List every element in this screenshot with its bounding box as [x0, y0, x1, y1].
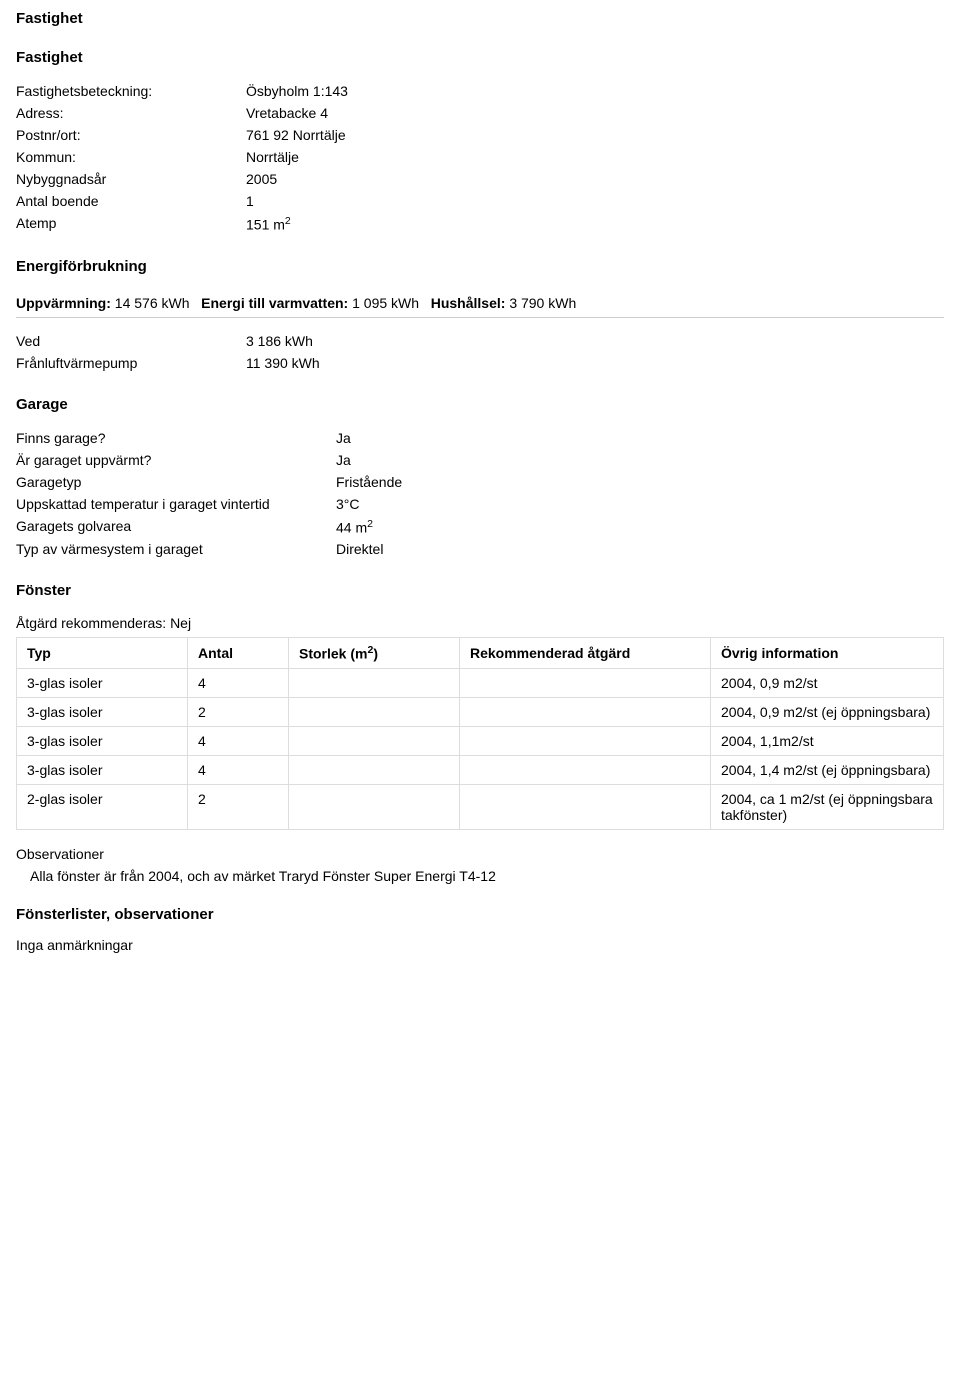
table-row: 3-glas isoler2 2004, 0,9 m2/st (ej öppnin… [17, 697, 944, 726]
heading-fonsterlister: Fönsterlister, observationer [16, 906, 944, 923]
garage-row-label: Uppskattad temperatur i garaget vinterti… [16, 493, 336, 515]
garage-row-label: Typ av värmesystem i garaget [16, 538, 336, 560]
cell-storlek [289, 755, 460, 784]
value-atemp: 151 m2 [246, 212, 348, 236]
label-atemp: Atemp [16, 212, 246, 236]
heading-fastighet-sub: Fastighet [16, 49, 944, 66]
label-kommun: Kommun: [16, 146, 246, 168]
value-kommun: Norrtälje [246, 146, 348, 168]
cell-rek [460, 755, 711, 784]
cell-rek [460, 726, 711, 755]
cell-rek [460, 668, 711, 697]
label-antal-boende: Antal boende [16, 190, 246, 212]
label-nybyggnadsar: Nybyggnadsår [16, 168, 246, 190]
cell-storlek [289, 697, 460, 726]
value-nybyggnadsar: 2005 [246, 168, 348, 190]
col-ovrig: Övrig information [711, 638, 944, 669]
cell-rek [460, 784, 711, 829]
garage-row-value: Fristående [336, 471, 402, 493]
col-storlek: Storlek (m2) [289, 638, 460, 669]
energi-row-label: Ved [16, 330, 246, 352]
label-postort: Postnr/ort: [16, 124, 246, 146]
cell-ovrig: 2004, 0,9 m2/st (ej öppningsbara) [711, 697, 944, 726]
cell-ovrig: 2004, 0,9 m2/st [711, 668, 944, 697]
fonster-atgard: Åtgärd rekommenderas: Nej [16, 615, 944, 631]
table-row: 3-glas isoler4 2004, 0,9 m2/st [17, 668, 944, 697]
value-beteckning: Ösbyholm 1:143 [246, 80, 348, 102]
value-antal-boende: 1 [246, 190, 348, 212]
heading-energi: Energiförbrukning [16, 258, 944, 275]
fastighet-table: Fastighetsbeteckning: Ösbyholm 1:143 Adr… [16, 80, 348, 236]
garage-row-label: Garagetyp [16, 471, 336, 493]
hushallsel-value: 3 790 kWh [509, 295, 576, 311]
garage-row-label: Garagets golvarea [16, 515, 336, 539]
garage-row-value: 3°C [336, 493, 402, 515]
col-typ: Typ [17, 638, 188, 669]
fonster-table: Typ Antal Storlek (m2) Rekommenderad åtg… [16, 637, 944, 830]
garage-row-value: Ja [336, 427, 402, 449]
col-antal: Antal [188, 638, 289, 669]
cell-typ: 2-glas isoler [17, 784, 188, 829]
value-adress: Vretabacke 4 [246, 102, 348, 124]
cell-antal: 4 [188, 726, 289, 755]
garage-table: Finns garage?JaÄr garaget uppvärmt?JaGar… [16, 427, 402, 561]
garage-row-label: Är garaget uppvärmt? [16, 449, 336, 471]
garage-row-value: Ja [336, 449, 402, 471]
cell-antal: 2 [188, 697, 289, 726]
table-row: 2-glas isoler2 2004, ca 1 m2/st (ej öppni… [17, 784, 944, 829]
cell-antal: 2 [188, 784, 289, 829]
fonsterlister-text: Inga anmärkningar [16, 937, 944, 953]
uppvarmning-label: Uppvärmning: [16, 295, 111, 311]
energi-summary: Uppvärmning: 14 576 kWh Energi till varm… [16, 289, 944, 318]
cell-rek [460, 697, 711, 726]
energi-rows: Ved3 186 kWhFrånluftvärmepump11 390 kWh [16, 330, 320, 374]
col-rek: Rekommenderad åtgärd [460, 638, 711, 669]
garage-row-value: 44 m2 [336, 515, 402, 539]
cell-typ: 3-glas isoler [17, 755, 188, 784]
energi-row-label: Frånluftvärmepump [16, 352, 246, 374]
cell-typ: 3-glas isoler [17, 668, 188, 697]
value-postort: 761 92 Norrtälje [246, 124, 348, 146]
garage-row-value: Direktel [336, 538, 402, 560]
energi-row-value: 3 186 kWh [246, 330, 320, 352]
label-beteckning: Fastighetsbeteckning: [16, 80, 246, 102]
garage-row-label: Finns garage? [16, 427, 336, 449]
heading-garage: Garage [16, 396, 944, 413]
cell-storlek [289, 668, 460, 697]
label-adress: Adress: [16, 102, 246, 124]
hushallsel-label: Hushållsel: [431, 295, 506, 311]
table-row: 3-glas isoler4 2004, 1,1m2/st [17, 726, 944, 755]
cell-typ: 3-glas isoler [17, 697, 188, 726]
observation-text: Alla fönster är från 2004, och av märket… [30, 868, 944, 884]
heading-fonster: Fönster [16, 582, 944, 599]
varmvatten-value: 1 095 kWh [352, 295, 419, 311]
table-row: 3-glas isoler4 2004, 1,4 m2/st (ej öppnin… [17, 755, 944, 784]
cell-storlek [289, 726, 460, 755]
uppvarmning-value: 14 576 kWh [115, 295, 190, 311]
cell-ovrig: 2004, 1,4 m2/st (ej öppningsbara) [711, 755, 944, 784]
heading-fastighet-main: Fastighet [16, 10, 944, 27]
cell-ovrig: 2004, 1,1m2/st [711, 726, 944, 755]
cell-storlek [289, 784, 460, 829]
heading-observationer: Observationer [16, 846, 944, 862]
cell-antal: 4 [188, 755, 289, 784]
energi-row-value: 11 390 kWh [246, 352, 320, 374]
varmvatten-label: Energi till varmvatten: [201, 295, 348, 311]
cell-ovrig: 2004, ca 1 m2/st (ej öppningsbara takfön… [711, 784, 944, 829]
cell-typ: 3-glas isoler [17, 726, 188, 755]
cell-antal: 4 [188, 668, 289, 697]
